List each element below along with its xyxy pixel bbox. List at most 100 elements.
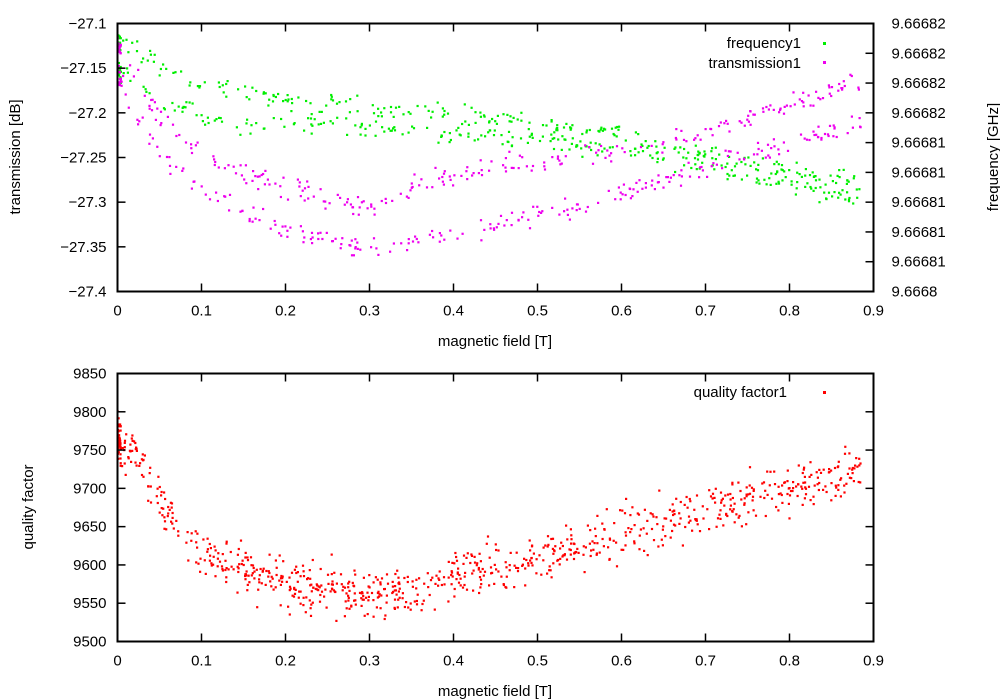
data-point-quality-factor1 — [160, 507, 163, 510]
data-point-quality-factor1 — [314, 587, 317, 590]
data-point-transmission1 — [182, 167, 185, 170]
data-point-frequency1 — [483, 115, 486, 118]
data-point-transmission1 — [303, 236, 306, 239]
data-point-transmission1 — [752, 113, 755, 116]
data-point-quality-factor1 — [636, 512, 639, 515]
data-point-frequency1 — [381, 126, 384, 129]
data-point-frequency1 — [775, 182, 778, 185]
data-point-quality-factor1 — [803, 475, 806, 478]
data-point-quality-factor1 — [505, 575, 508, 578]
data-point-transmission1 — [129, 64, 132, 67]
data-point-frequency1 — [249, 132, 252, 135]
data-point-quality-factor1 — [542, 559, 545, 562]
data-point-quality-factor1 — [469, 561, 472, 565]
data-point-quality-factor1 — [777, 509, 780, 512]
data-point-frequency1 — [510, 145, 513, 148]
data-point-quality-factor1 — [260, 582, 263, 585]
data-point-quality-factor1 — [471, 572, 474, 575]
data-point-transmission1 — [610, 152, 613, 155]
data-point-quality-factor1 — [377, 595, 381, 598]
data-point-frequency1 — [477, 138, 480, 141]
data-point-quality-factor1 — [360, 597, 363, 600]
data-point-transmission1 — [843, 84, 846, 88]
data-point-quality-factor1 — [725, 513, 728, 516]
data-point-transmission1 — [411, 240, 415, 243]
data-point-transmission1 — [743, 158, 746, 161]
data-point-quality-factor1 — [308, 569, 311, 572]
data-point-frequency1 — [313, 118, 316, 121]
data-point-frequency1 — [685, 157, 688, 160]
data-point-transmission1 — [828, 124, 832, 127]
data-point-quality-factor1 — [293, 592, 297, 595]
data-point-quality-factor1 — [486, 535, 490, 538]
data-point-transmission1 — [777, 148, 780, 151]
data-point-transmission1 — [299, 195, 302, 198]
y-tick-label: 9750 — [73, 442, 106, 459]
data-point-frequency1 — [162, 63, 165, 66]
data-point-quality-factor1 — [347, 594, 350, 597]
data-point-transmission1 — [749, 110, 752, 113]
data-point-quality-factor1 — [792, 481, 795, 484]
data-point-frequency1 — [695, 168, 698, 171]
data-point-transmission1 — [466, 178, 469, 181]
data-point-quality-factor1 — [224, 559, 227, 562]
data-point-quality-factor1 — [134, 441, 137, 445]
data-point-quality-factor1 — [857, 480, 860, 484]
data-point-transmission1 — [299, 225, 302, 228]
data-point-frequency1 — [516, 118, 519, 121]
data-point-quality-factor1 — [210, 564, 213, 567]
data-point-quality-factor1 — [810, 473, 813, 476]
data-point-frequency1 — [287, 98, 290, 101]
data-point-quality-factor1 — [513, 586, 516, 589]
data-point-transmission1 — [792, 91, 795, 94]
data-point-transmission1 — [432, 236, 435, 239]
data-point-quality-factor1 — [548, 565, 551, 568]
data-point-quality-factor1 — [595, 552, 598, 555]
data-point-frequency1 — [203, 81, 206, 84]
data-point-quality-factor1 — [229, 550, 232, 554]
data-point-quality-factor1 — [524, 567, 527, 570]
data-point-quality-factor1 — [542, 546, 545, 549]
data-point-transmission1 — [156, 107, 159, 110]
data-point-frequency1 — [387, 127, 390, 130]
data-point-quality-factor1 — [453, 562, 456, 565]
data-point-transmission1 — [266, 178, 269, 181]
data-point-quality-factor1 — [524, 584, 527, 587]
data-point-quality-factor1 — [135, 446, 138, 449]
data-point-transmission1 — [504, 166, 507, 169]
data-point-quality-factor1 — [288, 589, 291, 592]
data-point-quality-factor1 — [673, 512, 676, 516]
data-point-quality-factor1 — [482, 574, 485, 577]
data-point-frequency1 — [655, 152, 658, 155]
data-point-quality-factor1 — [427, 586, 430, 589]
data-point-frequency1 — [383, 107, 386, 110]
data-point-quality-factor1 — [652, 539, 656, 542]
data-point-transmission1 — [212, 155, 215, 158]
data-point-frequency1 — [142, 57, 145, 60]
data-point-quality-factor1 — [738, 514, 741, 517]
data-point-transmission1 — [527, 218, 530, 221]
data-point-frequency1 — [331, 99, 335, 102]
data-point-transmission1 — [452, 184, 455, 187]
data-point-quality-factor1 — [166, 515, 169, 518]
data-point-frequency1 — [703, 150, 706, 153]
data-point-transmission1 — [502, 164, 505, 167]
data-point-quality-factor1 — [397, 598, 400, 601]
data-point-quality-factor1 — [781, 484, 784, 487]
data-point-quality-factor1 — [691, 529, 694, 532]
data-point-frequency1 — [726, 162, 729, 165]
data-point-frequency1 — [473, 139, 476, 142]
data-point-frequency1 — [117, 74, 121, 77]
data-point-transmission1 — [623, 151, 626, 154]
data-point-quality-factor1 — [623, 512, 627, 515]
data-point-frequency1 — [835, 181, 838, 185]
data-point-quality-factor1 — [825, 490, 828, 494]
data-point-quality-factor1 — [588, 542, 591, 545]
data-point-quality-factor1 — [221, 553, 224, 556]
data-point-frequency1 — [795, 187, 798, 190]
data-point-frequency1 — [634, 154, 637, 157]
data-point-quality-factor1 — [251, 564, 255, 567]
data-point-transmission1 — [675, 138, 678, 141]
data-point-quality-factor1 — [202, 538, 205, 541]
data-point-quality-factor1 — [706, 508, 709, 511]
